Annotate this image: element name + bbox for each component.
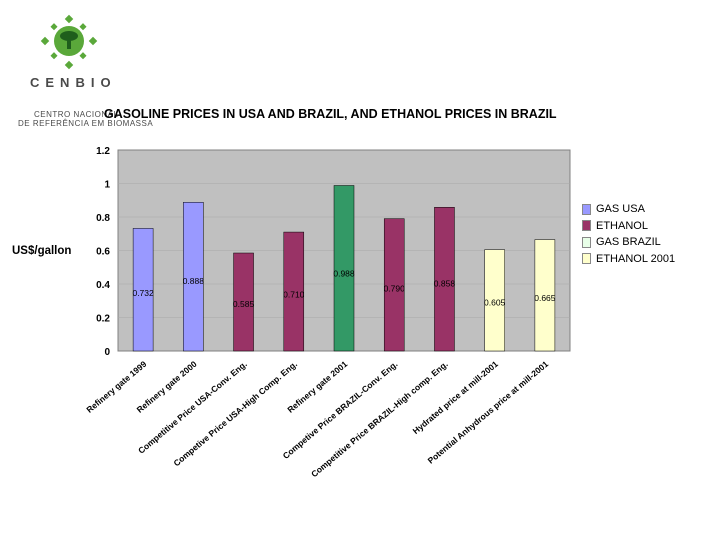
y-tick-label: 1 xyxy=(104,180,110,191)
x-tick-label: Hydrated price at mill-2001 xyxy=(411,359,501,436)
y-tick-label: 0.4 xyxy=(96,280,110,291)
chart-legend: GAS USA ETHANOL GAS BRAZIL ETHANOL 2001 xyxy=(582,201,675,267)
y-axis-label: US$/gallon xyxy=(12,245,72,257)
bar xyxy=(434,207,455,352)
legend-swatch xyxy=(582,253,591,265)
logo-subtitle-line2: DE REFERÊNCIA EM BIOMASSA xyxy=(18,119,154,128)
legend-item: ETHANOL 2001 xyxy=(582,251,675,268)
tree-globe-icon xyxy=(40,14,98,70)
y-tick-label: 0.8 xyxy=(96,213,110,224)
logo-wordmark: CENBIO xyxy=(30,75,117,90)
bars: 0.732 0.888 0.585 0.710 0.988 0.790 0.858 0.605… xyxy=(132,185,556,352)
legend-label: ETHANOL 2001 xyxy=(596,252,676,265)
cenbio-logo: CENBIO CENTRO NACIONAL DE REFERÊNCIA EM … xyxy=(0,0,160,132)
bar-data-label: 0.585 xyxy=(233,299,255,309)
legend-label: GAS BRAZIL xyxy=(596,236,661,249)
bar xyxy=(333,185,355,352)
x-tick-label: Competitive Price USA-Conv. Eng. xyxy=(136,359,249,456)
chart-title: GASOLINE PRICES IN USA AND BRAZIL, AND E… xyxy=(104,107,557,121)
logo-subtitle-line1: CENTRO NACIONAL xyxy=(34,110,119,119)
bar-data-label: 0.858 xyxy=(434,278,456,288)
bar-data-label: 0.888 xyxy=(183,276,205,286)
bar xyxy=(132,228,154,352)
legend-label: GAS USA xyxy=(596,203,645,216)
bar xyxy=(183,202,204,352)
y-tick-label: 0.6 xyxy=(96,247,110,258)
bar-data-label: 0.988 xyxy=(333,269,355,279)
bar xyxy=(383,218,405,352)
bar xyxy=(283,231,305,352)
bar xyxy=(233,252,254,352)
bar-data-label: 0.790 xyxy=(384,283,406,293)
y-tick-label: 0 xyxy=(104,347,110,358)
legend-swatch xyxy=(582,220,591,232)
legend-item: GAS USA xyxy=(582,201,675,218)
bar-data-label: 0.732 xyxy=(132,288,154,298)
y-ticks: 0 0.2 0.4 0.6 0.8 1 1.2 xyxy=(96,146,110,358)
bar-data-label: 0.665 xyxy=(534,293,556,303)
bar xyxy=(534,239,556,352)
legend-label: ETHANOL xyxy=(596,219,648,232)
bar xyxy=(484,249,505,352)
bar-data-label: 0.710 xyxy=(283,289,305,299)
y-tick-label: 1.2 xyxy=(96,146,110,157)
y-tick-label: 0.2 xyxy=(96,314,110,325)
legend-item: ETHANOL xyxy=(582,218,675,235)
legend-item: GAS BRAZIL xyxy=(582,234,675,251)
bar-data-label: 0.605 xyxy=(484,297,506,307)
legend-swatch xyxy=(582,203,591,215)
legend-swatch xyxy=(582,236,591,248)
